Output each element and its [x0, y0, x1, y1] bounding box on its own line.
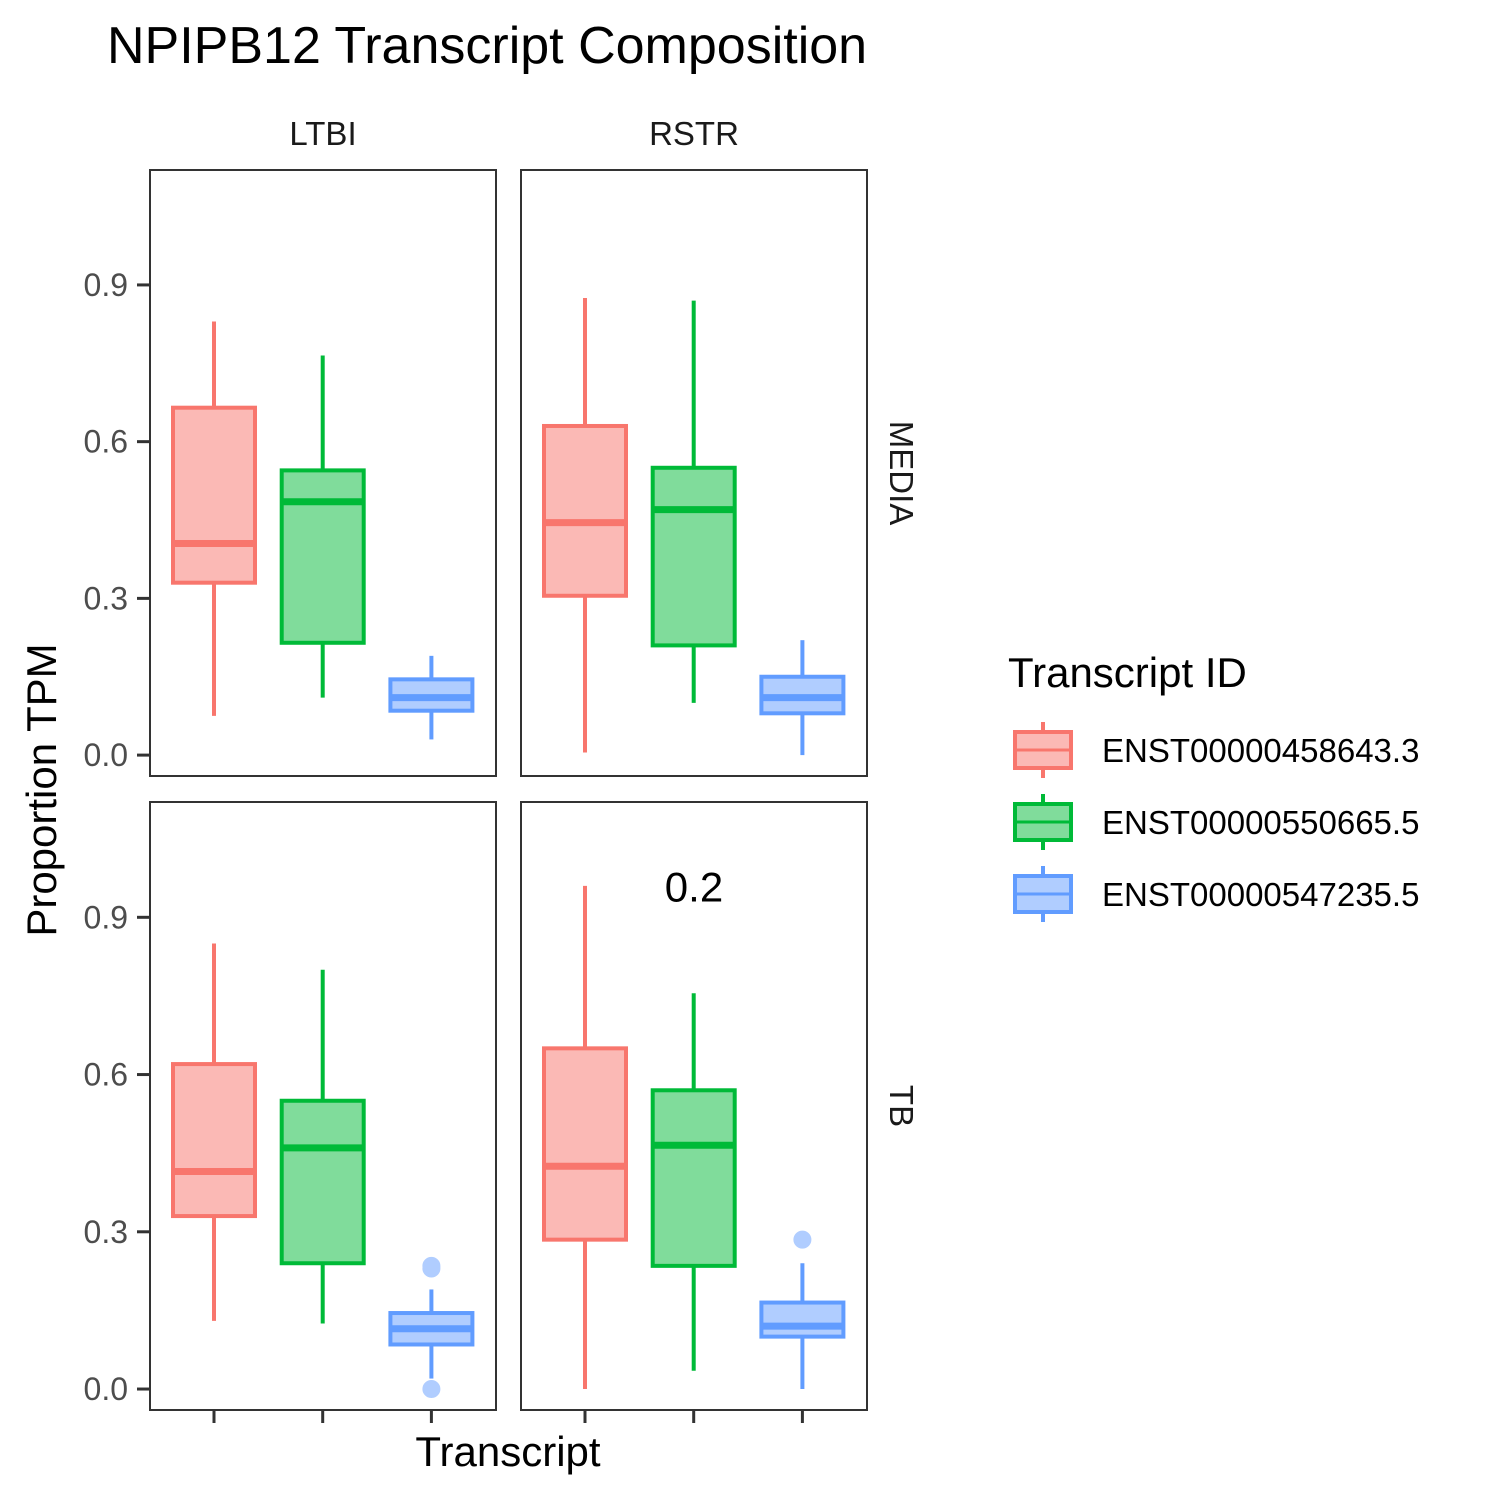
y-tick-label: 0.3	[84, 1214, 128, 1250]
box-rstr-tb-2	[650, 993, 737, 1371]
y-tick-label: 0.0	[84, 1371, 128, 1407]
outlier-point	[422, 1380, 441, 1399]
box-rstr-media-1	[542, 297, 628, 753]
legend-label: ENST00000550665.5	[1102, 804, 1419, 841]
legend-title: Transcript ID	[1008, 649, 1247, 696]
outlier-point	[422, 1256, 441, 1275]
legend-entry-1: ENST00000458643.3	[1013, 722, 1419, 778]
legend-key	[1013, 866, 1073, 922]
legend-entry-2: ENST00000550665.5	[1013, 794, 1419, 850]
y-tick-label: 0.3	[84, 580, 128, 616]
box-body	[542, 1046, 628, 1242]
box-rstr-media-2	[650, 300, 737, 703]
panel-ltbi-media	[149, 169, 497, 777]
box-body	[171, 1062, 257, 1219]
panel-border	[149, 169, 497, 777]
box-body	[171, 405, 257, 585]
box-ltbi-tb-1	[171, 943, 257, 1321]
legend-label: ENST00000547235.5	[1102, 876, 1419, 913]
strip-label-rstr: RSTR	[649, 115, 739, 152]
x-axis-title: Transcript	[415, 1428, 600, 1475]
strip-label-tb: TB	[883, 1085, 920, 1127]
box-body	[759, 1300, 846, 1339]
panel-ltbi-tb	[149, 801, 497, 1411]
legend-entry-3: ENST00000547235.5	[1013, 866, 1419, 922]
box-ltbi-media-3	[388, 655, 475, 740]
panel-rstr-media	[520, 169, 868, 777]
y-axis-title: Proportion TPM	[18, 643, 65, 936]
facet-panels: 0.2	[149, 169, 868, 1411]
box-ltbi-media-2	[279, 355, 366, 698]
box-ltbi-tb-3	[388, 1256, 475, 1399]
facet-strips: LTBI RSTR MEDIA TB	[289, 115, 920, 1127]
y-axes: 0.0 0.3 0.6 0.9 0.0 0.3 0.6 0.9	[84, 267, 150, 1407]
box-body	[279, 468, 366, 645]
y-tick-label: 0.6	[84, 424, 128, 460]
strip-label-ltbi: LTBI	[289, 115, 356, 152]
box-body	[542, 423, 628, 598]
legend-label: ENST00000458643.3	[1102, 732, 1419, 769]
legend-key	[1013, 722, 1073, 778]
box-ltbi-media-1	[171, 321, 257, 716]
box-rstr-tb-1	[542, 885, 628, 1390]
box-body	[279, 1098, 366, 1266]
box-ltbi-tb-2	[279, 969, 366, 1324]
panel-border	[520, 169, 868, 777]
panel-annotation: 0.2	[665, 864, 723, 911]
box-rstr-tb-3	[759, 1230, 846, 1390]
y-tick-label: 0.9	[84, 267, 128, 303]
panel-rstr-tb: 0.2	[520, 801, 868, 1411]
legend: Transcript ID ENST00000458643.3 ENST00000…	[1008, 649, 1419, 922]
y-tick-label: 0.0	[84, 737, 128, 773]
y-tick-label: 0.9	[84, 899, 128, 935]
box-rstr-media-3	[759, 640, 846, 756]
x-axis	[212, 1410, 804, 1423]
outlier-point	[793, 1230, 812, 1249]
chart-title: NPIPB12 Transcript Composition	[107, 17, 867, 75]
strip-label-media: MEDIA	[883, 421, 920, 526]
y-tick-label: 0.6	[84, 1057, 128, 1093]
box-body	[650, 1088, 737, 1268]
box-body	[650, 465, 737, 648]
legend-key	[1013, 794, 1073, 850]
